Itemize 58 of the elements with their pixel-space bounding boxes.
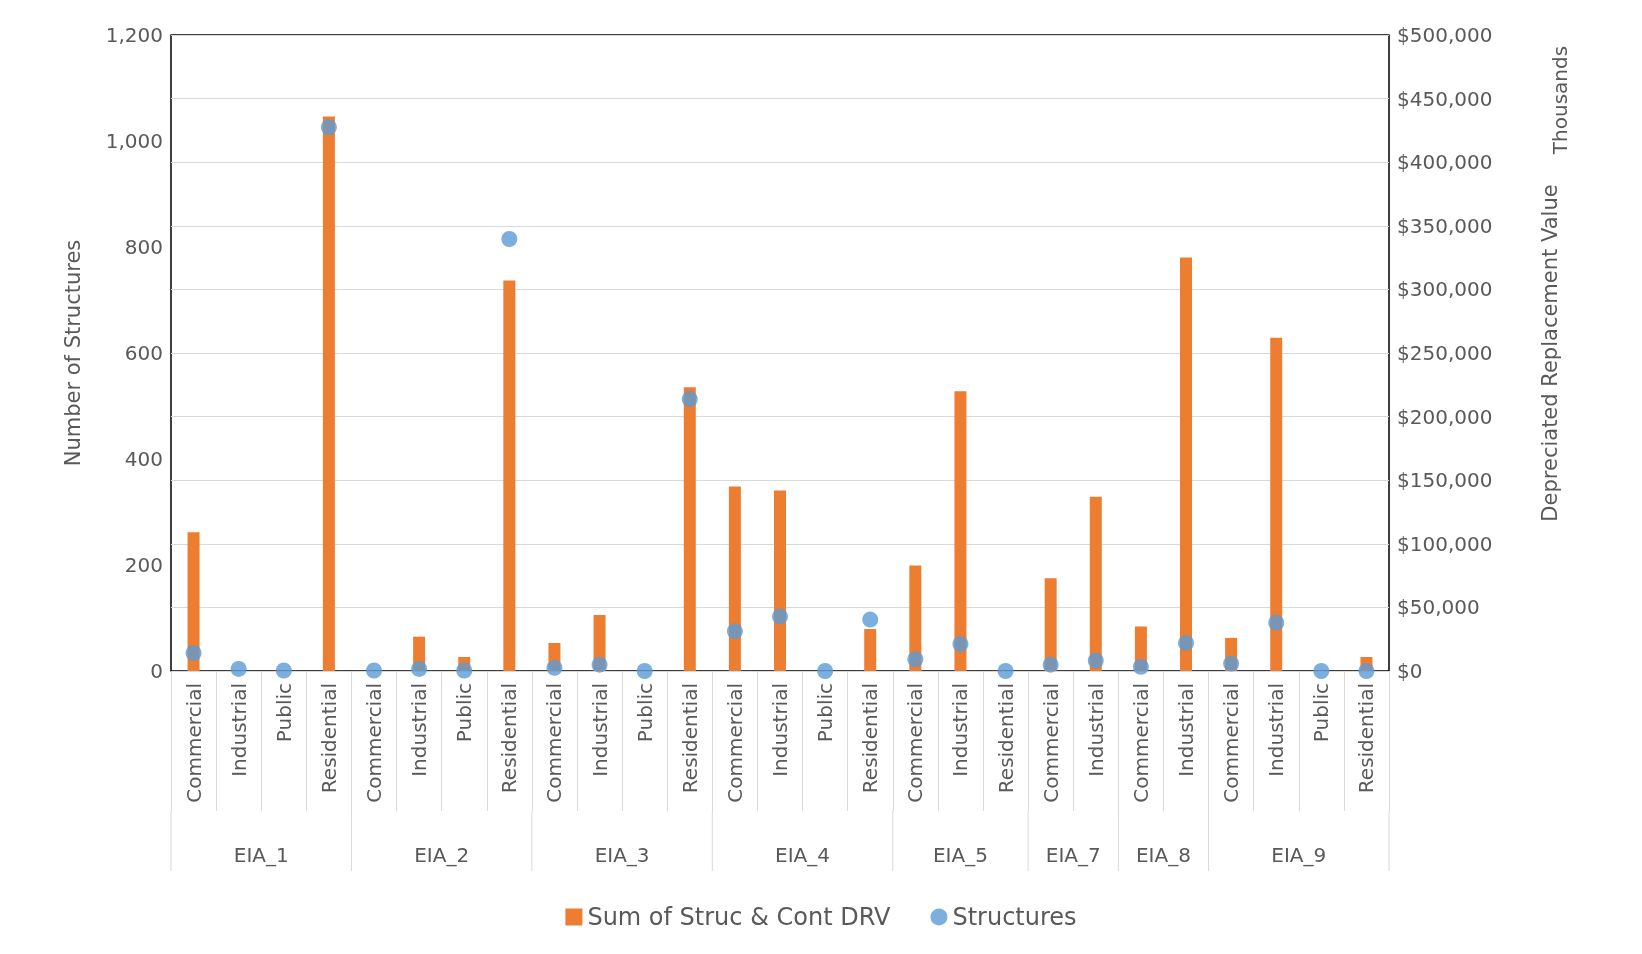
y-tick-label: 0 — [150, 659, 163, 683]
x-tick-label: Commercial — [1128, 683, 1153, 803]
y2-tick-label: $150,000 — [1397, 468, 1493, 493]
text: EIA_8 — [1135, 843, 1191, 867]
y2-tick-label: $50,000 — [1397, 595, 1480, 620]
y2-tick-label: $350,000 — [1397, 213, 1493, 238]
y2-tick-label: $300,000 — [1397, 277, 1493, 302]
y2-tick-label: $400,000 — [1397, 150, 1493, 175]
y-tick-label: 1,000 — [105, 129, 163, 153]
x-tick-label: Industrial — [948, 683, 973, 777]
y-tick-label: 400 — [124, 447, 163, 471]
x-tick-label: Commercial — [542, 683, 567, 803]
legend-label: Sum of Struc & Cont DRV — [587, 903, 892, 931]
x-tick-label: Commercial — [722, 683, 747, 803]
y-tick-label: 1,200 — [105, 23, 163, 47]
x-tick-label: Industrial — [1174, 683, 1198, 777]
x-tick-label: Industrial — [407, 683, 432, 777]
x-tick-label: Public — [1309, 683, 1334, 743]
y-axis-title: Number of Structures — [60, 239, 85, 467]
text: EIA_5 — [932, 843, 988, 867]
x-tick-label: Industrial — [1083, 683, 1108, 777]
x-tick-label: Public — [813, 683, 838, 743]
x-tick-label: Commercial — [362, 683, 386, 803]
x-tick-label: Residential — [993, 683, 1018, 794]
x-tick-label: Public — [632, 683, 657, 743]
y-tick-label: 200 — [124, 553, 163, 577]
text: EIA_2 — [414, 843, 470, 867]
text: EIA_7 — [1045, 843, 1101, 867]
y-tick-label: 800 — [124, 235, 163, 259]
x-tick-label: Industrial — [1264, 683, 1289, 777]
x-tick-label: Commercial — [1219, 683, 1244, 803]
x-tick-label: Public — [271, 683, 296, 743]
x-tick-label: Public — [452, 683, 477, 743]
x-tick-label: Commercial — [903, 683, 928, 803]
text: Thousands — [1548, 45, 1572, 156]
x-tick-label: Commercial — [181, 683, 206, 803]
legend-label: Structures — [952, 903, 1077, 931]
x-tick-label: Industrial — [226, 683, 251, 777]
text: EIA_4 — [775, 843, 831, 867]
x-tick-label: Residential — [858, 683, 883, 794]
x-tick-label: Residential — [497, 683, 522, 794]
x-tick-label: Industrial — [768, 683, 792, 777]
x-tick-label: Industrial — [587, 683, 612, 777]
y2-tick-label: $100,000 — [1397, 531, 1493, 556]
y2-tick-label: $250,000 — [1397, 341, 1493, 365]
x-tick-label: Commercial — [1038, 683, 1063, 803]
x-tick-label: Residential — [316, 683, 341, 794]
y2-tick-label: $0 — [1397, 659, 1423, 683]
y-tick-label: 600 — [124, 341, 163, 365]
x-tick-label: Residential — [677, 683, 702, 794]
y2-axis-title: Depreciated Replacement Value — [1537, 184, 1562, 522]
text: EIA_3 — [594, 843, 650, 867]
text: EIA_9 — [1271, 843, 1327, 867]
y2-tick-label: $500,000 — [1397, 23, 1493, 47]
text: EIA_1 — [233, 843, 289, 867]
y2-tick-label: $200,000 — [1397, 404, 1493, 429]
x-tick-label: Residential — [1354, 683, 1379, 794]
y2-tick-label: $450,000 — [1397, 86, 1493, 111]
